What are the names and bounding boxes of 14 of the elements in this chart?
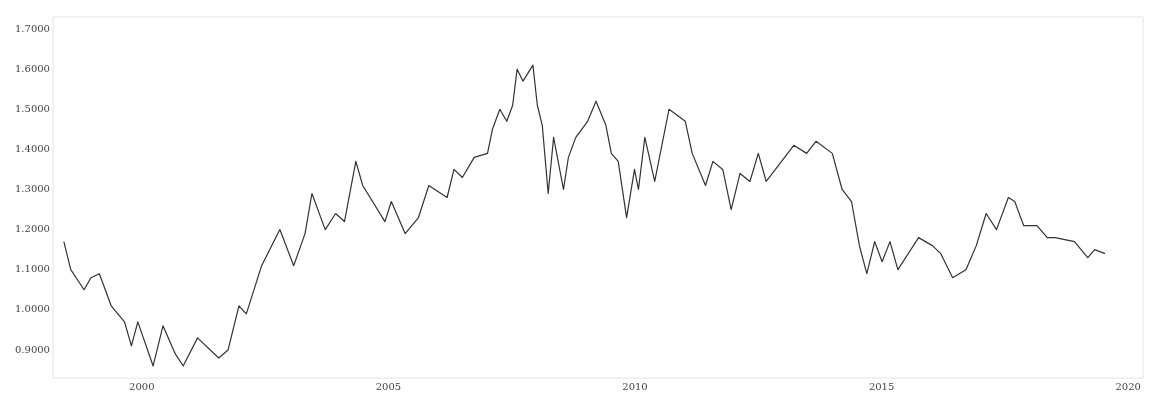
x-tick-label: 2010 bbox=[622, 380, 648, 392]
x-tick-label: 2015 bbox=[868, 380, 895, 392]
y-tick-label: 1.5000 bbox=[14, 102, 50, 114]
y-tick-label: 1.4000 bbox=[14, 142, 50, 154]
x-tick-label: 2005 bbox=[375, 380, 402, 392]
y-tick-label: 1.2000 bbox=[14, 223, 50, 235]
y-tick-label: 1.6000 bbox=[14, 62, 50, 74]
y-tick-label: 1.0000 bbox=[14, 303, 50, 315]
x-tick-label: 2000 bbox=[129, 380, 155, 392]
y-tick-label: 1.1000 bbox=[14, 263, 50, 275]
y-tick-label: 1.7000 bbox=[14, 22, 50, 34]
y-tick-label: 0.9000 bbox=[14, 343, 50, 355]
x-tick-label: 2020 bbox=[1115, 380, 1141, 392]
y-tick-label: 1.3000 bbox=[14, 183, 50, 195]
